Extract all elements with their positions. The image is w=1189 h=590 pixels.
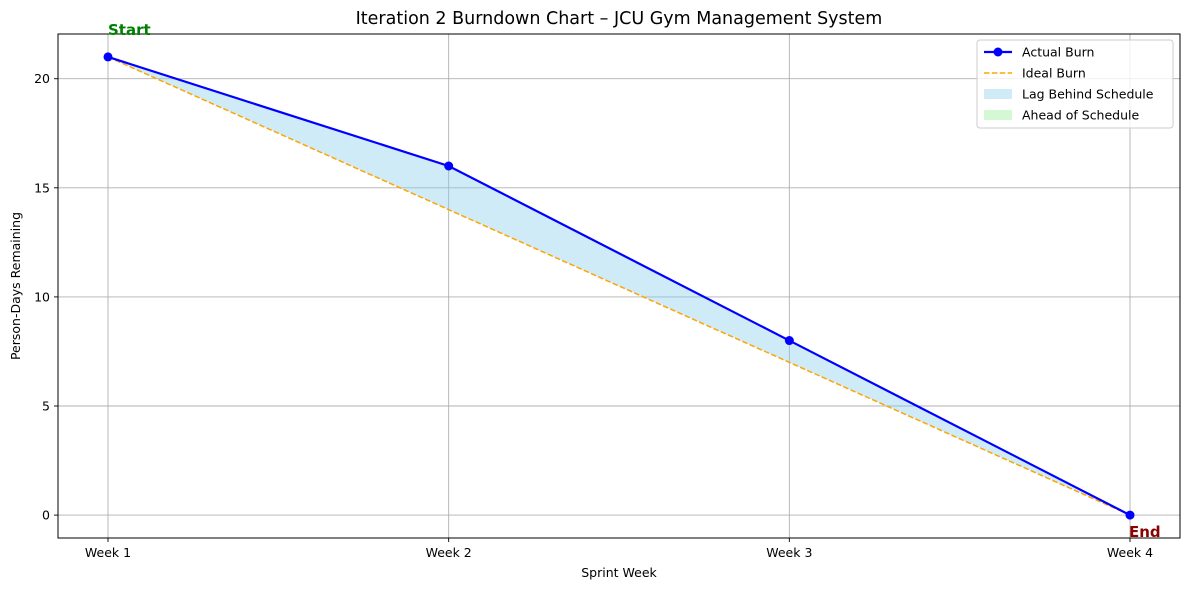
series-layer <box>103 52 1135 520</box>
legend-lag-label: Lag Behind Schedule <box>1022 87 1154 102</box>
actual-burn-point <box>784 336 794 346</box>
legend-ahead-label: Ahead of Schedule <box>1022 108 1140 123</box>
x-tick-label: Week 4 <box>1107 545 1153 560</box>
legend-lag-swatch <box>984 89 1012 99</box>
x-tick-label: Week 3 <box>766 545 812 560</box>
legend-box <box>976 39 1174 129</box>
x-tick-label: Week 1 <box>85 545 131 560</box>
legend-actual-marker <box>993 47 1003 57</box>
y-tick-label: 20 <box>34 71 50 86</box>
lag-fill-region <box>448 166 790 363</box>
y-tick-label: 15 <box>34 180 50 195</box>
end-annotation: End <box>1129 523 1161 541</box>
actual-burn-point <box>444 161 454 171</box>
actual-burn-point <box>1125 510 1135 520</box>
start-annotation: Start <box>108 21 151 39</box>
y-axis-label: Person-Days Remaining <box>8 212 23 360</box>
y-tick-label: 10 <box>34 289 50 304</box>
actual-burn-point <box>103 52 113 62</box>
tick-layer: Week 1 Week 2 Week 3 Week 4 0 5 10 15 20 <box>34 71 1153 560</box>
legend-ahead-swatch <box>984 110 1012 120</box>
ideal-burn-line <box>107 56 1131 516</box>
plot-frame <box>57 33 1181 539</box>
annotation-layer: Start End <box>108 21 1161 541</box>
legend: Actual Burn Ideal Burn Lag Behind Schedule… <box>976 39 1174 129</box>
legend-ideal-label: Ideal Burn <box>1022 66 1086 81</box>
lag-fill-region <box>108 56 449 210</box>
x-tick-label: Week 2 <box>426 545 472 560</box>
chart-title: Iteration 2 Burndown Chart – JCU Gym Man… <box>356 9 883 29</box>
actual-burn-line <box>107 55 1131 517</box>
y-tick-label: 5 <box>42 399 50 414</box>
legend-actual-label: Actual Burn <box>1022 45 1094 60</box>
x-axis-label: Sprint Week <box>581 565 657 580</box>
y-tick-label: 0 <box>42 508 50 523</box>
